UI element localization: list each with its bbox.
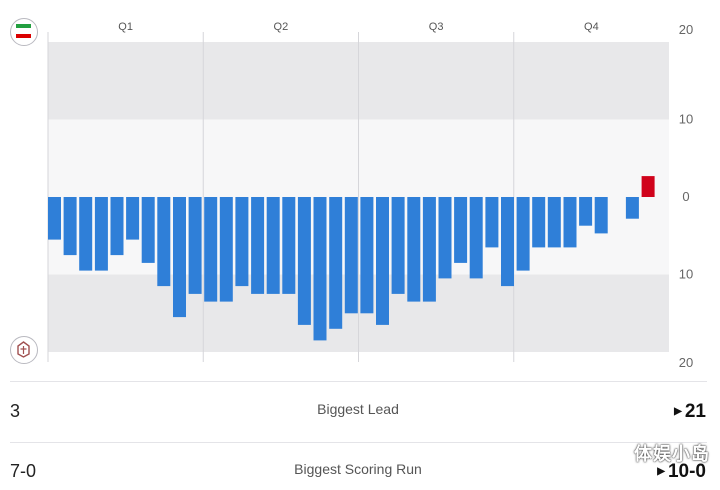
- triangle-right-icon: ▶: [674, 406, 682, 417]
- triangle-right-icon: ▶: [657, 466, 665, 477]
- lead-tracker-chart: Q1 Q2 Q3 Q4 20 10 0 10 20: [10, 18, 693, 370]
- lead-bar-bottom-team: [94, 197, 108, 271]
- lead-bar-bottom-team: [126, 197, 140, 240]
- stat-label: Biggest Scoring Run: [294, 461, 422, 477]
- team-crest-icon: [10, 336, 38, 364]
- lead-bar-bottom-team: [157, 197, 171, 287]
- lead-bar-bottom-team: [313, 197, 327, 341]
- lead-bar-bottom-team: [48, 197, 61, 240]
- quarter-label: Q1: [118, 21, 133, 33]
- lead-bar-bottom-team: [329, 197, 343, 329]
- stat-row-biggest-scoring-run: 7-0 Biggest Scoring Run ▶ 10-0: [0, 450, 720, 490]
- lead-bar-bottom-team: [376, 197, 389, 325]
- y-tick-label: 20: [679, 22, 693, 37]
- lead-bar-bottom-team: [594, 197, 608, 234]
- lead-bar-bottom-team: [282, 197, 296, 294]
- y-tick-label: 10: [679, 267, 693, 282]
- lead-bar-bottom-team: [219, 197, 233, 302]
- stat-bottom-team-value: ▶ 10-0: [657, 461, 706, 483]
- lead-bar-bottom-team: [454, 197, 468, 263]
- y-tick-label: 0: [682, 189, 689, 204]
- quarter-label: Q3: [429, 21, 444, 33]
- stat-bottom-team-number: 10-0: [667, 461, 706, 482]
- divider: [10, 381, 707, 382]
- lead-bar-bottom-team: [391, 197, 405, 294]
- stat-bottom-team-number: 21: [684, 401, 706, 422]
- lead-bar-bottom-team: [251, 197, 265, 294]
- lead-bar-bottom-team: [407, 197, 421, 302]
- watermark: 体娱小岛: [634, 444, 710, 464]
- lead-bar-bottom-team: [204, 197, 218, 302]
- lead-bar-bottom-team: [579, 197, 593, 226]
- lead-bar-bottom-team: [79, 197, 93, 271]
- lead-tracker-svg: Q1 Q2 Q3 Q4 20 10 0 10 20: [47, 21, 693, 370]
- lead-bar-bottom-team: [485, 197, 499, 248]
- lead-bar-top-team: [641, 176, 655, 197]
- lead-bar-bottom-team: [188, 197, 202, 294]
- stat-bottom-team-value: ▶ 21: [674, 401, 706, 423]
- lead-bar-bottom-team: [438, 197, 452, 279]
- lead-bar-bottom-team: [173, 197, 186, 318]
- lead-bar-bottom-team: [63, 197, 77, 256]
- stat-top-team-value: 7-0: [10, 461, 37, 481]
- lead-bar-bottom-team: [266, 197, 280, 294]
- lead-bar-bottom-team: [360, 197, 374, 314]
- lead-bar-bottom-team: [422, 197, 436, 302]
- stat-label: Biggest Lead: [317, 401, 399, 417]
- lead-bar-bottom-team: [625, 197, 639, 219]
- lead-bar-bottom-team: [501, 197, 514, 287]
- quarter-label: Q2: [274, 21, 289, 33]
- lead-bar-bottom-team: [235, 197, 249, 287]
- y-tick-label: 10: [679, 112, 693, 127]
- lead-bar-bottom-team: [532, 197, 546, 248]
- stat-top-team-value: 3: [10, 401, 21, 421]
- lead-bar-bottom-team: [469, 197, 483, 279]
- lead-bar-bottom-team: [563, 197, 577, 248]
- lead-bar-bottom-team: [516, 197, 530, 271]
- lead-bar-bottom-team: [344, 197, 358, 314]
- iran-flag-icon: [10, 18, 38, 46]
- y-tick-label: 20: [679, 355, 693, 370]
- lead-bar-bottom-team: [141, 197, 155, 263]
- lead-bar-bottom-team: [547, 197, 561, 248]
- stat-row-biggest-lead: 3 Biggest Lead ▶ 21: [0, 390, 720, 430]
- divider: [10, 442, 707, 443]
- lead-bar-bottom-team: [297, 197, 311, 325]
- lead-bar-bottom-team: [110, 197, 124, 256]
- quarter-label: Q4: [584, 21, 599, 33]
